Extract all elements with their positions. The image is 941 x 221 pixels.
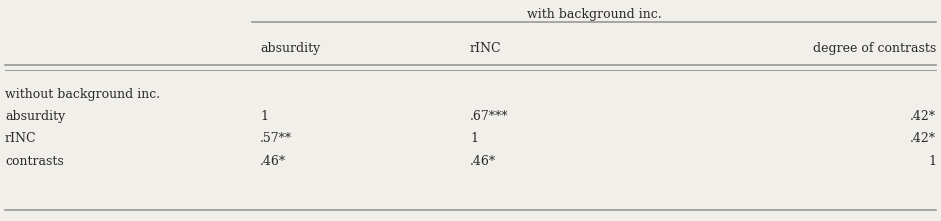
Text: .42*: .42* — [910, 132, 936, 145]
Text: 1: 1 — [260, 110, 268, 123]
Text: contrasts: contrasts — [5, 155, 64, 168]
Text: 1: 1 — [928, 155, 936, 168]
Text: with background inc.: with background inc. — [527, 8, 662, 21]
Text: without background inc.: without background inc. — [5, 88, 160, 101]
Text: .46*: .46* — [470, 155, 496, 168]
Text: .42*: .42* — [910, 110, 936, 123]
Text: 1: 1 — [470, 132, 478, 145]
Text: rINC: rINC — [470, 42, 502, 55]
Text: absurdity: absurdity — [5, 110, 65, 123]
Text: .67***: .67*** — [470, 110, 508, 123]
Text: rINC: rINC — [5, 132, 37, 145]
Text: degree of contrasts: degree of contrasts — [813, 42, 936, 55]
Text: .57**: .57** — [260, 132, 292, 145]
Text: .46*: .46* — [260, 155, 286, 168]
Text: absurdity: absurdity — [260, 42, 320, 55]
